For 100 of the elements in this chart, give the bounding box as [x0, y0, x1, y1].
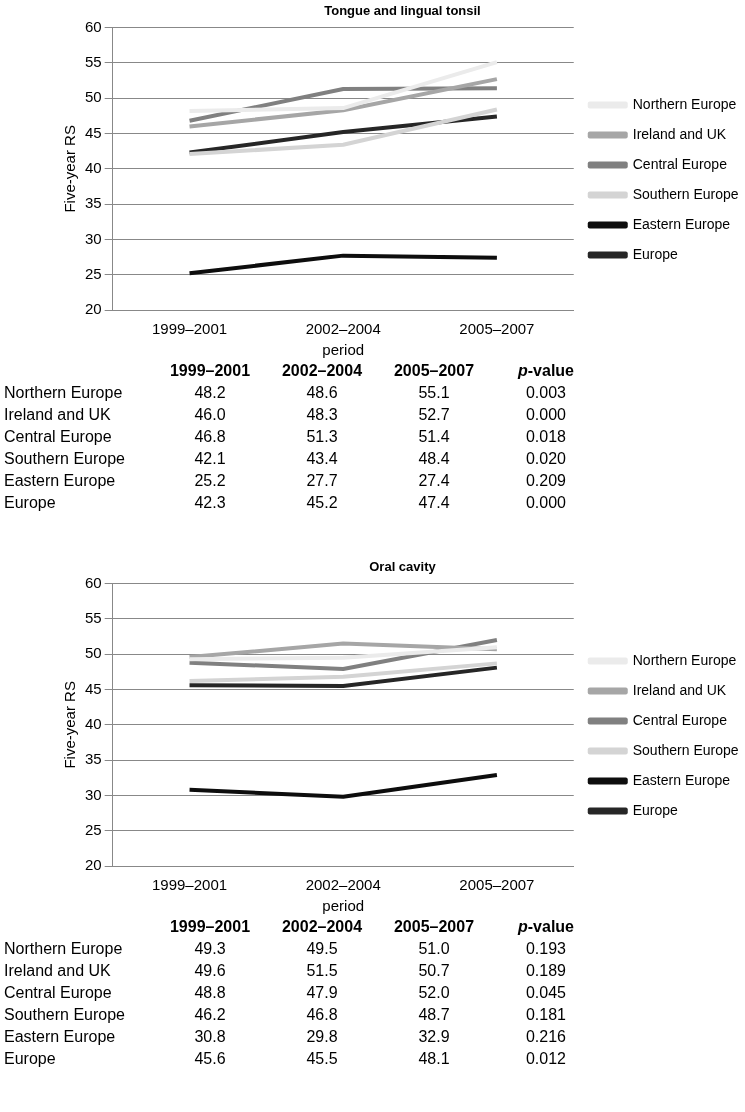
text: Europe [4, 1050, 56, 1067]
y-tick-label: 35 [85, 750, 102, 768]
text: 0.003 [524, 383, 567, 403]
y-tick-label: 55 [85, 609, 102, 627]
data-label: 45.5 [305, 1049, 339, 1069]
y-tick-label: 60 [85, 17, 102, 35]
y-axis-title: Five-year RS [61, 125, 79, 213]
data-label: 43.4 [305, 449, 339, 469]
chart-title: Oral cavity [369, 559, 437, 575]
y-tick-label: 35 [85, 194, 102, 212]
data-label: 42.1 [193, 449, 227, 469]
text: Central Europe [4, 984, 112, 1001]
legend-label: Northern Europe [632, 95, 737, 112]
legend-label: Ireland and UK [632, 681, 727, 698]
y-tick-label: 25 [85, 264, 102, 282]
data-label: 48.4 [417, 449, 451, 469]
text: Ireland and UK [4, 962, 111, 979]
y-tick-label: 30 [85, 229, 102, 247]
text: Eastern Europe [4, 1028, 116, 1045]
text: Northern Europe [4, 384, 123, 401]
data-label: 47.4 [417, 493, 451, 513]
x-tick-label: 2005–2007 [459, 876, 535, 894]
legend-label: Eastern Europe [632, 771, 731, 788]
y-tick-label: 45 [85, 123, 102, 141]
legend-label: Central Europe [632, 155, 728, 172]
data-label: 46.0 [193, 405, 227, 425]
data-label: 48.7 [417, 1005, 451, 1025]
data-label: 48.1 [417, 1049, 451, 1069]
category-label: 2005–2007 [393, 362, 475, 379]
x-tick-label: 2002–2004 [305, 320, 381, 338]
data-label: 49.5 [305, 939, 339, 959]
data-label: 25.2 [193, 471, 227, 491]
data-label: 48.3 [305, 405, 339, 425]
text: 0.216 [524, 1027, 567, 1047]
data-label: 46.8 [305, 1005, 339, 1025]
text: Central Europe [4, 428, 112, 445]
legend-label: Southern Europe [632, 185, 739, 202]
data-label: 51.0 [417, 939, 451, 959]
data-label: 46.8 [193, 427, 227, 447]
x-axis-title: period [322, 341, 365, 359]
data-label: 52.0 [417, 983, 451, 1003]
data-label: 50.7 [417, 961, 451, 981]
text: 0.000 [524, 405, 567, 425]
y-tick-label: 30 [85, 785, 102, 803]
y-tick-label: 40 [85, 158, 102, 176]
x-axis-title: period [322, 897, 365, 915]
data-label: 51.3 [305, 427, 339, 447]
text: Southern Europe [4, 1006, 125, 1023]
text: Southern Europe [4, 450, 125, 467]
category-label: 2002–2004 [281, 918, 363, 935]
y-tick-label: 20 [85, 856, 102, 874]
text: Eastern Europe [4, 472, 116, 489]
y-tick-label: 25 [85, 820, 102, 838]
text: 0.018 [524, 427, 567, 447]
data-label: 45.2 [305, 493, 339, 513]
data-label: 49.6 [193, 961, 227, 981]
y-tick-label: 50 [85, 88, 102, 106]
data-label: 52.7 [417, 405, 451, 425]
text: 0.000 [524, 493, 567, 513]
text: 0.045 [524, 983, 567, 1003]
data-label: 48.8 [193, 983, 227, 1003]
text: 0.209 [524, 471, 567, 491]
x-tick-label: 2005–2007 [459, 320, 535, 338]
data-label: 32.9 [417, 1027, 451, 1047]
y-tick-label: 55 [85, 53, 102, 71]
legend-label: Europe [632, 801, 679, 818]
text: Northern Europe [4, 940, 123, 957]
x-tick-label: 1999–2001 [151, 320, 228, 338]
text: Europe [4, 494, 56, 511]
category-label: 1999–2001 [169, 918, 251, 935]
data-label: 30.8 [193, 1027, 227, 1047]
text: p-value [516, 917, 575, 937]
legend-label: Northern Europe [632, 651, 737, 668]
y-tick-label: 50 [85, 644, 102, 662]
text: 0.193 [524, 939, 567, 959]
x-tick-label: 2002–2004 [305, 876, 381, 894]
data-label: 55.1 [417, 383, 451, 403]
text: Ireland and UK [4, 406, 111, 423]
text: p-value [516, 361, 575, 381]
y-tick-label: 45 [85, 679, 102, 697]
data-label: 48.2 [193, 383, 227, 403]
text: 0.012 [524, 1049, 567, 1069]
text: 0.181 [524, 1005, 567, 1025]
data-label: 49.3 [193, 939, 227, 959]
text: 0.189 [524, 961, 567, 981]
legend-label: Ireland and UK [632, 125, 727, 142]
chart-title: Tongue and lingual tonsil [324, 3, 481, 19]
data-label: 48.6 [305, 383, 339, 403]
category-label: 2005–2007 [393, 918, 475, 935]
data-label: 47.9 [305, 983, 339, 1003]
x-tick-label: 1999–2001 [151, 876, 228, 894]
data-label: 51.4 [417, 427, 451, 447]
data-label: 45.6 [193, 1049, 227, 1069]
data-label: 27.4 [417, 471, 451, 491]
legend-label: Southern Europe [632, 741, 739, 758]
y-tick-label: 20 [85, 300, 102, 318]
legend-label: Eastern Europe [632, 215, 731, 232]
text: 0.020 [524, 449, 567, 469]
data-label: 42.3 [193, 493, 227, 513]
legend-label: Europe [632, 245, 679, 262]
